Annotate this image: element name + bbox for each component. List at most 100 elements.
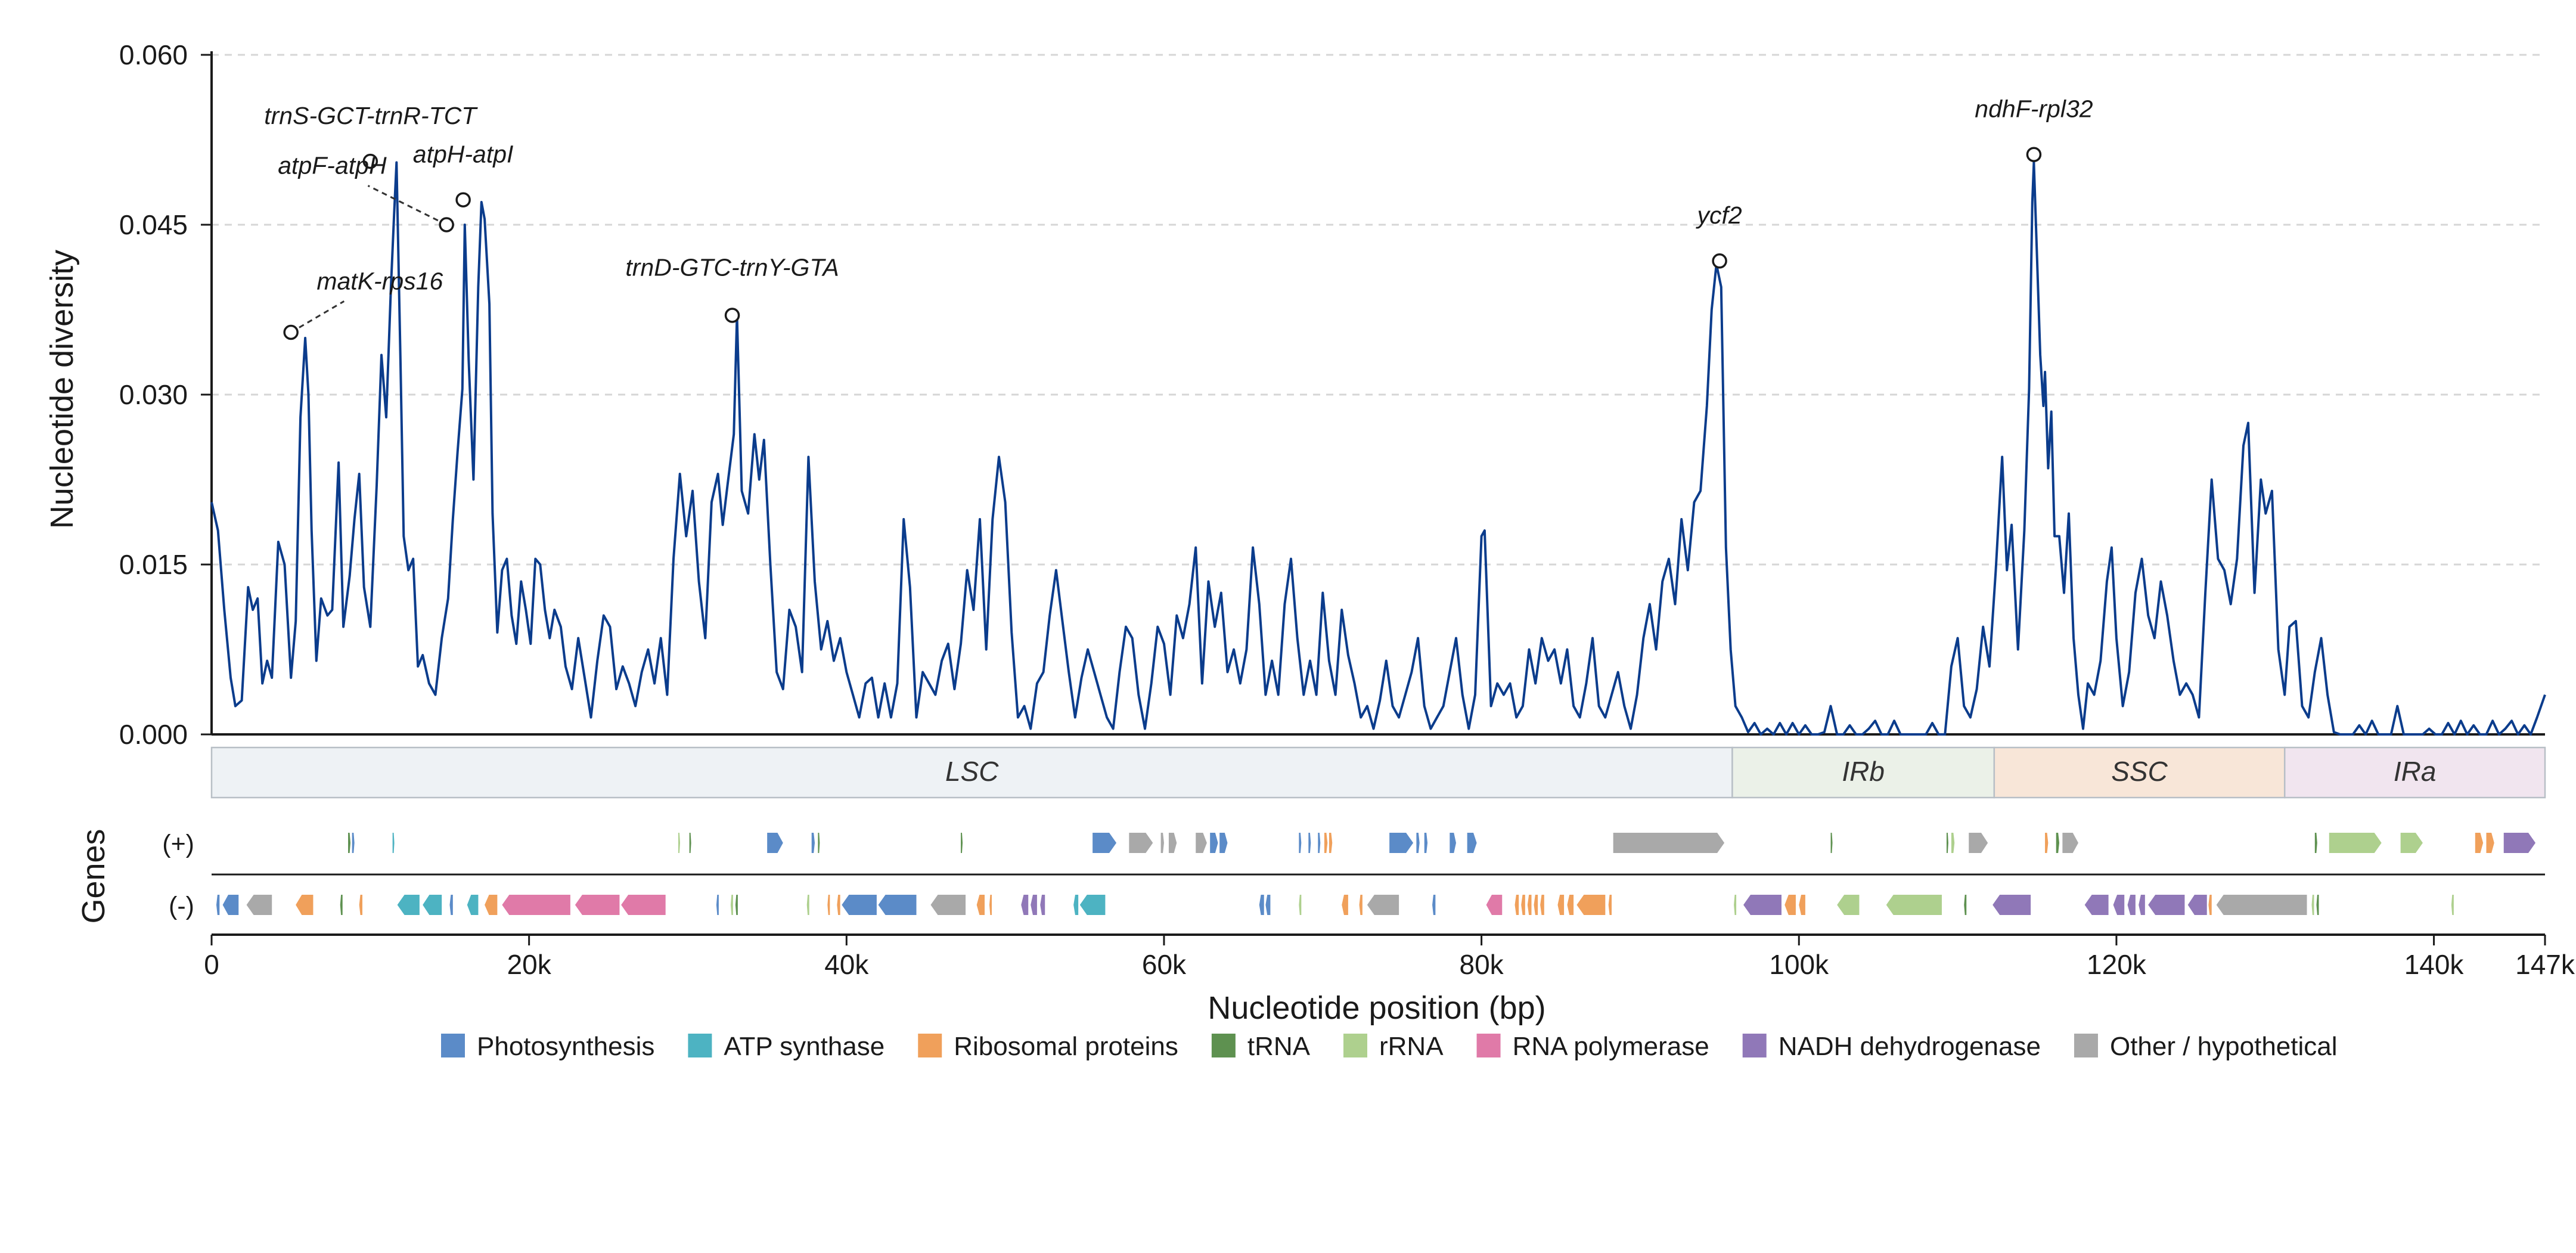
gene-minus <box>216 895 220 915</box>
gene-plus <box>1324 833 1328 853</box>
region-lsc <box>210 746 1733 799</box>
gene-minus <box>467 895 479 915</box>
gene-minus <box>842 895 877 915</box>
gene-minus <box>2216 895 2307 915</box>
gene-plus <box>1830 833 1833 853</box>
gene-minus <box>2113 895 2125 915</box>
peak-marker <box>2026 147 2042 162</box>
gene-plus <box>2503 833 2536 853</box>
gene-minus <box>930 895 966 915</box>
diversity-line-layer <box>210 161 2546 736</box>
x-tick-label: 20k <box>507 949 552 980</box>
gene-minus <box>397 895 420 915</box>
x-tick-label: 40k <box>824 949 869 980</box>
gene-minus <box>1521 895 1525 915</box>
gene-plus <box>1969 833 1988 853</box>
gene-plus <box>1093 833 1117 853</box>
plus-strand-label: (+) <box>162 830 194 858</box>
gene-plus <box>1424 833 1428 853</box>
gene-minus <box>222 895 239 915</box>
gene-minus <box>2139 895 2145 915</box>
legend-label: NADH dehydrogenase <box>1779 1032 2041 1061</box>
x-axis: 0 20k 40k 60k 80k 100k 120k 140k 147k <box>204 933 2575 980</box>
y-tick-label: 0.030 <box>119 379 188 410</box>
gene-minus <box>2127 895 2136 915</box>
x-tick-label: 147k <box>2515 949 2575 980</box>
gene-minus <box>2148 895 2185 915</box>
gene-minus <box>1514 895 1519 915</box>
gene-plus <box>2400 833 2423 853</box>
gene-minus <box>1743 895 1782 915</box>
gene-minus <box>296 895 314 915</box>
peak-label: matK-rps16 <box>316 267 443 294</box>
legend-label: RNA polymerase <box>1513 1032 1709 1061</box>
gene-plus <box>1951 833 1955 853</box>
gene-minus <box>2316 895 2319 915</box>
gene-minus <box>449 895 453 915</box>
gene-minus <box>1534 895 1538 915</box>
y-tick-label: 0.015 <box>119 549 188 580</box>
gene-minus <box>1734 895 1737 915</box>
gene-minus <box>1021 895 1029 915</box>
gene-plus <box>2045 833 2049 853</box>
peak-marker <box>455 192 471 207</box>
gene-minus <box>1799 895 1805 915</box>
gene-minus <box>1359 895 1363 915</box>
legend-swatch <box>1211 1034 1236 1057</box>
peak-label: trnD-GTC-trnY-GTA <box>625 254 839 281</box>
diversity-line <box>210 161 2546 736</box>
gene-minus <box>837 895 840 915</box>
gene-plus <box>2314 833 2317 853</box>
gene-plus <box>352 833 355 853</box>
gene-minus <box>806 895 809 915</box>
legend-label: Ribosomal proteins <box>954 1032 1178 1061</box>
gene-plus <box>1946 833 1948 853</box>
gene-minus <box>340 895 343 915</box>
y-tick-label: 0.045 <box>119 209 188 240</box>
gene-plus <box>1219 833 1228 853</box>
gene-plus <box>1416 833 1420 853</box>
gene-plus <box>2062 833 2078 853</box>
peak-label: atpF-atpH <box>278 152 387 179</box>
legend-swatch <box>1343 1034 1367 1057</box>
gene-minus <box>1527 895 1532 915</box>
gene-plus <box>961 833 963 853</box>
gene-plus <box>1613 833 1725 853</box>
legend-swatch <box>918 1034 942 1057</box>
legend-label: ATP synthase <box>724 1032 884 1061</box>
gene-minus <box>1031 895 1037 915</box>
gene-minus <box>621 895 666 915</box>
peak-annotations: matK-rps16 trnS-GCT-trnR-TCT atpF-atpH atpH… <box>264 95 2093 340</box>
gene-minus <box>1486 895 1503 915</box>
gene-minus <box>1079 895 1106 915</box>
y-tick-label: 0.000 <box>119 719 188 750</box>
genome-regions-bar: LSC IRb SSC IRa <box>210 746 2546 799</box>
peak-marker <box>362 153 378 169</box>
gene-minus <box>976 895 985 915</box>
gene-minus <box>423 895 442 915</box>
gene-minus <box>878 895 917 915</box>
gene-minus <box>1992 895 2031 915</box>
gene-plus <box>1467 833 1477 853</box>
gene-plus <box>2475 833 2484 853</box>
gene-minus <box>1259 895 1264 915</box>
gene-minus <box>827 895 830 915</box>
gene-tracks <box>212 833 2545 915</box>
peak-label: ycf2 <box>1696 201 1742 229</box>
gene-minus <box>1540 895 1544 915</box>
legend-swatch <box>1476 1034 1501 1057</box>
gene-plus <box>818 833 820 853</box>
region-irb <box>1731 746 1995 799</box>
region-ira <box>2283 746 2546 799</box>
gene-minus <box>2311 895 2314 915</box>
gene-plus <box>1318 833 1321 853</box>
gene-minus <box>1576 895 1606 915</box>
gene-plus <box>348 833 351 853</box>
peak-label: trnS-GCT-trnR-TCT <box>264 102 478 129</box>
gene-plus <box>1299 833 1302 853</box>
gene-plus <box>1329 833 1333 853</box>
legend-label: Other / hypothetical <box>2110 1032 2338 1061</box>
x-tick-label: 60k <box>1142 949 1187 980</box>
gene-minus <box>1040 895 1045 915</box>
gene-plus <box>1168 833 1177 853</box>
